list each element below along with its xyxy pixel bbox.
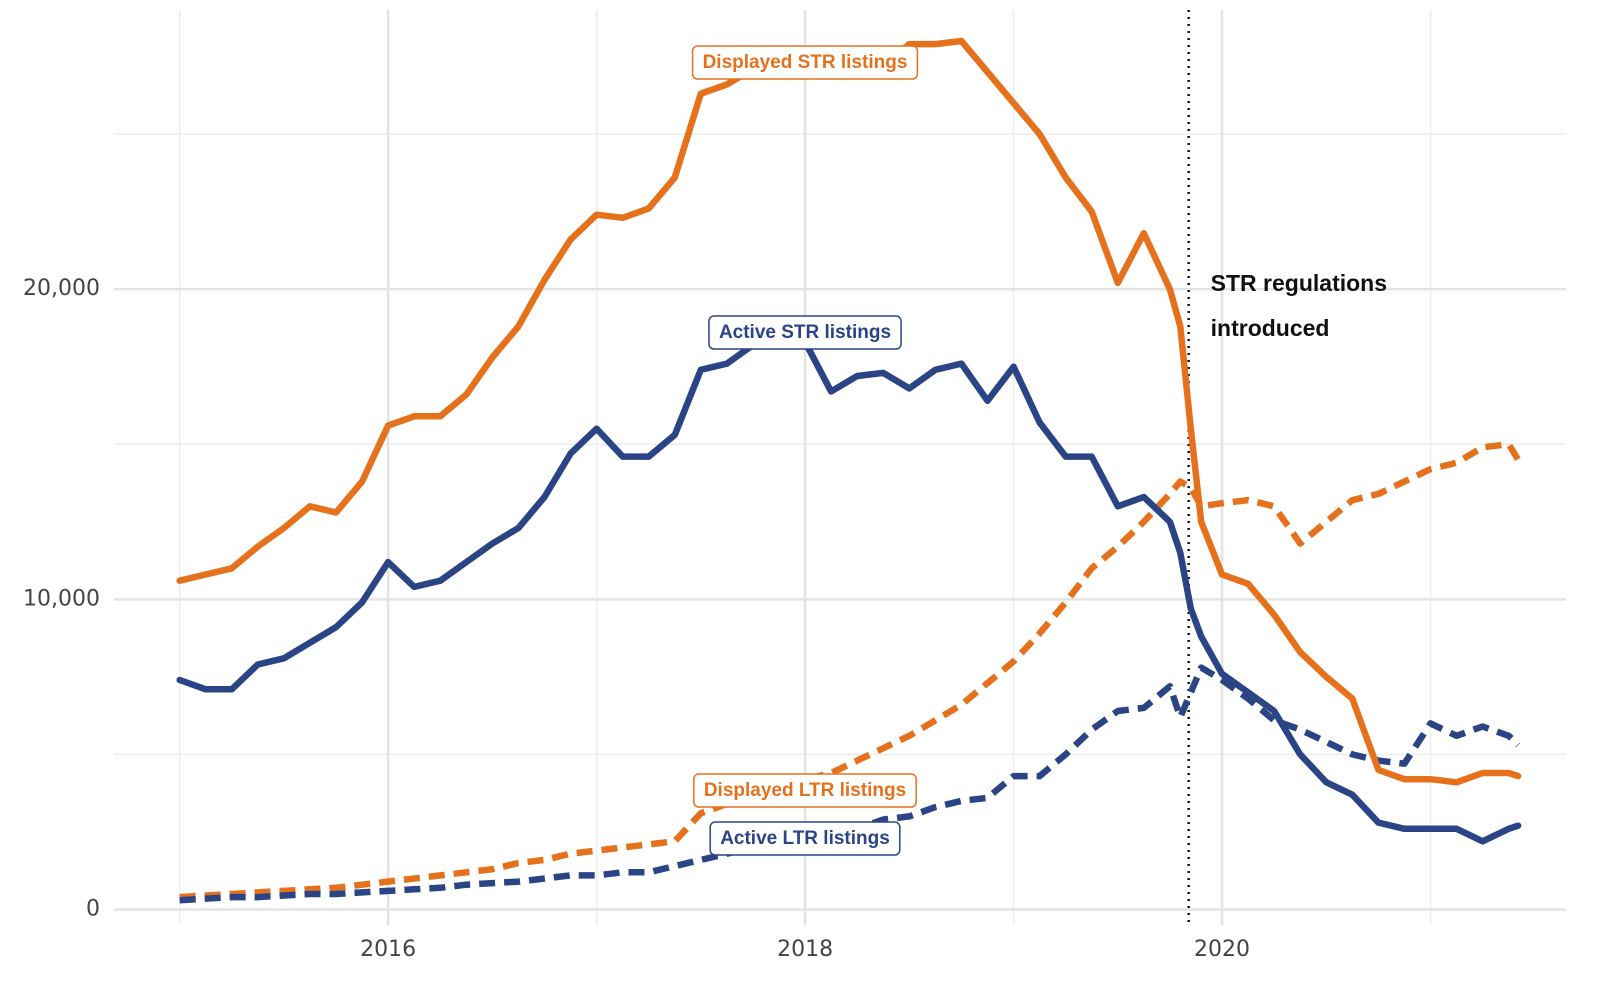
legend-label: Active LTR listings <box>720 828 890 849</box>
label-box <box>691 45 919 80</box>
event-label: introduced <box>1211 315 1330 341</box>
series-label: Active STR listings <box>708 315 902 350</box>
legend-label: Active STR listings <box>719 322 891 343</box>
x-tick-label: 2016 <box>360 937 416 962</box>
y-tick-label: 0 <box>86 896 100 921</box>
x-tick-label: 2020 <box>1194 937 1250 962</box>
series-label: Displayed STR listings <box>691 45 919 80</box>
series-line <box>179 664 1521 904</box>
event-label: STR regulations <box>1211 270 1387 296</box>
label-box <box>709 821 901 856</box>
y-tick-label: 20,000 <box>23 276 100 301</box>
label-box <box>693 773 917 808</box>
series-line <box>176 338 1522 845</box>
legend-label: Displayed STR listings <box>703 52 908 73</box>
series-label: Displayed LTR listings <box>693 773 917 808</box>
legend-label: Displayed LTR listings <box>704 780 906 801</box>
x-tick-label: 2018 <box>777 937 833 962</box>
y-tick-label: 10,000 <box>23 586 100 611</box>
series-label: Active LTR listings <box>709 821 901 856</box>
series-line <box>176 37 1522 786</box>
label-box <box>708 315 902 350</box>
series-line <box>179 440 1521 901</box>
